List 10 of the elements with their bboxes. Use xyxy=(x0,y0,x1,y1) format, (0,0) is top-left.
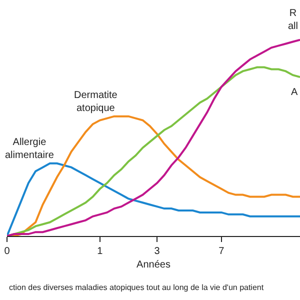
series-label: A xyxy=(291,87,298,98)
series-label: Allergie alimentaire xyxy=(5,137,54,161)
x-axis-title: Années xyxy=(136,260,170,270)
series-label: Dermatite atopique xyxy=(74,90,118,114)
series-label: R all xyxy=(288,8,298,32)
x-tick-label: 1 xyxy=(97,246,104,257)
x-tick-label: 3 xyxy=(154,246,160,257)
x-tick-label: 0 xyxy=(4,246,10,257)
text: ction des diverses maladies atopiques tout au long de la vie d'un patient xyxy=(9,283,264,292)
x-tick-label: 7 xyxy=(218,246,225,257)
